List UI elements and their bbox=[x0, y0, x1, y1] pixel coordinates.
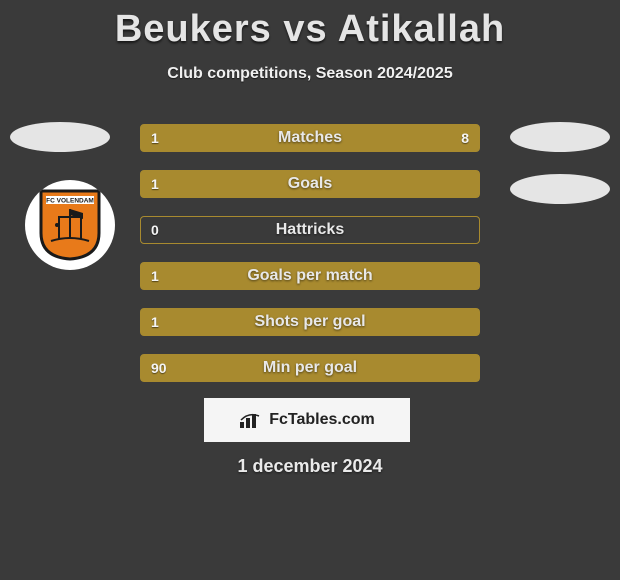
comparison-bars: 18Matches 1Goals 0Hattricks 1Goals per matc… bbox=[140, 124, 480, 400]
club-left-name: FC VOLENDAM bbox=[46, 198, 94, 205]
player-right-avatar-2 bbox=[510, 174, 610, 204]
stat-label: Hattricks bbox=[141, 217, 479, 243]
stat-label: Min per goal bbox=[141, 355, 479, 381]
stat-bar: 1Shots per goal bbox=[140, 308, 480, 336]
brand-text: FcTables.com bbox=[269, 411, 375, 429]
stat-bar: 0Hattricks bbox=[140, 216, 480, 244]
stat-label: Goals per match bbox=[141, 263, 479, 289]
club-left-shield-icon: FC VOLENDAM bbox=[39, 189, 101, 261]
stat-bar: 1Goals per match bbox=[140, 262, 480, 290]
stat-bar: 1Goals bbox=[140, 170, 480, 198]
date-text: 1 december 2024 bbox=[0, 456, 620, 477]
player-left-avatar bbox=[10, 122, 110, 152]
stat-bar: 90Min per goal bbox=[140, 354, 480, 382]
stat-bar: 18Matches bbox=[140, 124, 480, 152]
stat-label: Goals bbox=[141, 171, 479, 197]
brand-box: FcTables.com bbox=[204, 398, 410, 442]
page-title: Beukers vs Atikallah bbox=[0, 0, 620, 51]
stat-label: Matches bbox=[141, 125, 479, 151]
brand-chart-icon bbox=[239, 411, 263, 429]
stat-label: Shots per goal bbox=[141, 309, 479, 335]
subtitle: Club competitions, Season 2024/2025 bbox=[0, 65, 620, 83]
player-right-avatar-1 bbox=[510, 122, 610, 152]
club-left-badge: FC VOLENDAM bbox=[25, 180, 115, 270]
